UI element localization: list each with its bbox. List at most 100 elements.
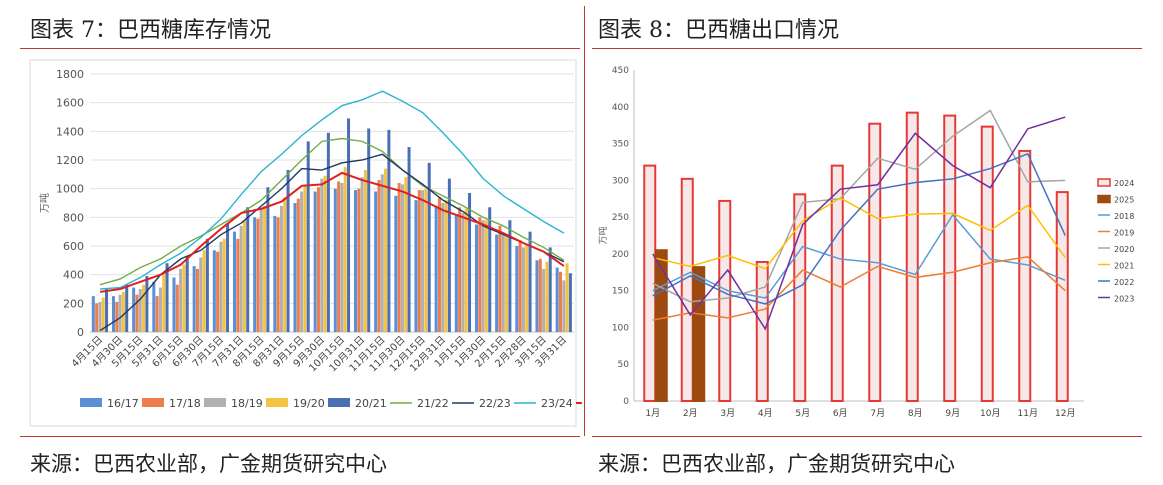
bar-18/19-3月31日 <box>562 280 566 332</box>
bar-19/20-11月15日 <box>384 168 388 332</box>
line-series-22/23 <box>99 153 565 332</box>
y-tick-label: 600 <box>63 240 84 253</box>
bar-20/21-8月31日 <box>286 170 290 332</box>
bar-20/21-6月15日 <box>185 256 189 332</box>
bar-20/21-3月31日 <box>568 273 572 332</box>
x-tick-label: 6月 <box>833 408 848 419</box>
bar-19/20-6月30日 <box>202 250 206 332</box>
y-tick-label: 350 <box>612 140 629 150</box>
y-tick-label: 1400 <box>56 125 84 138</box>
bar-2024-5月 <box>793 193 807 402</box>
bar-20/21-8月15日 <box>266 187 270 332</box>
panel-divider <box>584 6 585 436</box>
bar-17/18-12月31日 <box>437 197 441 332</box>
y-tick-label: 0 <box>77 326 84 339</box>
legend-label-17/18: 17/18 <box>169 397 201 410</box>
bar-19/20-5月15日 <box>142 284 146 332</box>
bar-18/19-7月15日 <box>219 241 223 332</box>
bar-16/17-7月31日 <box>232 231 236 332</box>
legend-label-19/20: 19/20 <box>293 397 325 410</box>
bar-2024-11月 <box>1018 149 1032 402</box>
bar-2024-2月 <box>680 177 694 402</box>
bar-2024-12月 <box>1055 191 1069 402</box>
bar-16/17-2月15日 <box>495 234 499 332</box>
bar-17/18-2月28日 <box>518 240 522 332</box>
line-series-2018 <box>652 213 1066 299</box>
line-series-21/22 <box>99 137 565 286</box>
bar-19/20-4月30日 <box>121 291 125 332</box>
left-source-note: 来源：巴西农业部，广金期货研究中心 <box>30 452 387 476</box>
bar-18/19-10月15日 <box>340 182 344 332</box>
bar-18/19-2月28日 <box>521 247 525 332</box>
legend-label-2023: 2023 <box>1114 295 1134 304</box>
line-series-23/24 <box>100 90 565 290</box>
left-chart: 020040060080010001200140016001800万吨4月15日… <box>29 59 582 427</box>
legend-swatch-19/20 <box>266 398 288 407</box>
left-title-rule <box>20 48 580 49</box>
right-panel-title: 图表 8：巴西糖出口情况 <box>598 18 839 43</box>
bar-16/17-1月15日 <box>454 214 458 332</box>
bar-2024-8月 <box>905 111 919 402</box>
bar-19/20-10月31日 <box>363 170 367 332</box>
bar-17/18-6月30日 <box>195 268 199 332</box>
x-tick-label: 1月 <box>645 408 660 419</box>
bar-19/20-5月31日 <box>162 274 166 332</box>
bar-20/21-3月15日 <box>548 247 552 332</box>
x-tick-label: 3月 <box>720 408 735 419</box>
y-axis-label: 万吨 <box>38 193 51 213</box>
y-tick-label: 800 <box>63 211 84 224</box>
bar-17/18-5月31日 <box>155 296 159 332</box>
bar-19/20-3月15日 <box>545 261 549 332</box>
bar-17/18-11月15日 <box>377 180 381 332</box>
legend-swatch-20/21 <box>328 398 350 407</box>
bar-17/18-9月15日 <box>296 198 300 332</box>
bar-20/21-9月15日 <box>306 141 310 332</box>
bar-19/20-4月15日 <box>101 297 105 332</box>
bar-20/21-10月15日 <box>347 118 351 332</box>
bar-19/20-9月15日 <box>303 184 307 332</box>
legend-label-20/21: 20/21 <box>355 397 387 410</box>
y-tick-label: 100 <box>612 323 629 333</box>
y-tick-label: 0 <box>623 397 629 407</box>
bar-18/19-8月15日 <box>259 208 263 332</box>
bar-20/21-9月30日 <box>326 132 330 332</box>
bar-16/17-1月30日 <box>474 224 478 332</box>
bar-2024-3月 <box>718 199 732 402</box>
x-tick-label: 5月 <box>795 408 810 419</box>
bar-16/17-5月31日 <box>152 281 156 332</box>
x-tick-label: 9月 <box>945 408 960 419</box>
bar-20/21-11月15日 <box>387 129 391 332</box>
bar-19/20-10月15日 <box>343 167 347 332</box>
right-source-note: 来源：巴西农业部，广金期货研究中心 <box>598 452 955 476</box>
bar-16/17-12月31日 <box>434 205 438 332</box>
x-tick-label: 7月 <box>870 408 885 419</box>
bar-18/19-1月15日 <box>461 213 465 332</box>
bar-17/18-9月30日 <box>316 187 320 332</box>
bar-17/18-2月15日 <box>498 225 502 332</box>
bar-17/18-4月15日 <box>95 303 99 332</box>
bar-20/21-11月30日 <box>407 147 411 332</box>
bar-16/17-12月15日 <box>414 200 418 332</box>
bar-16/17-2月28日 <box>515 246 519 332</box>
y-tick-label: 400 <box>63 269 84 282</box>
bar-19/20-8月15日 <box>263 205 267 332</box>
bar-17/18-1月15日 <box>458 207 462 332</box>
bar-16/17-6月30日 <box>192 266 196 332</box>
bar-16/17-3月31日 <box>555 267 559 332</box>
bar-20/21-5月31日 <box>165 263 169 332</box>
bar-20/21-1月15日 <box>468 192 472 332</box>
legend-label-2024: 2024 <box>1114 179 1134 188</box>
bar-17/18-8月31日 <box>276 217 280 332</box>
legend-label-2018: 2018 <box>1114 212 1134 221</box>
bar-19/20-1月30日 <box>484 220 488 332</box>
bar-20/21-2月15日 <box>508 220 512 332</box>
line-series-2020 <box>652 109 1066 303</box>
bar-16/17-9月15日 <box>293 203 297 332</box>
bar-16/17-10月31日 <box>353 190 357 332</box>
x-tick-label: 12月 <box>1055 408 1075 419</box>
bar-19/20-3月31日 <box>565 263 569 332</box>
bar-17/18-8月15日 <box>256 218 260 332</box>
bar-18/19-5月15日 <box>138 289 142 332</box>
y-tick-label: 250 <box>612 213 629 223</box>
bar-20/21-10月31日 <box>367 128 371 332</box>
